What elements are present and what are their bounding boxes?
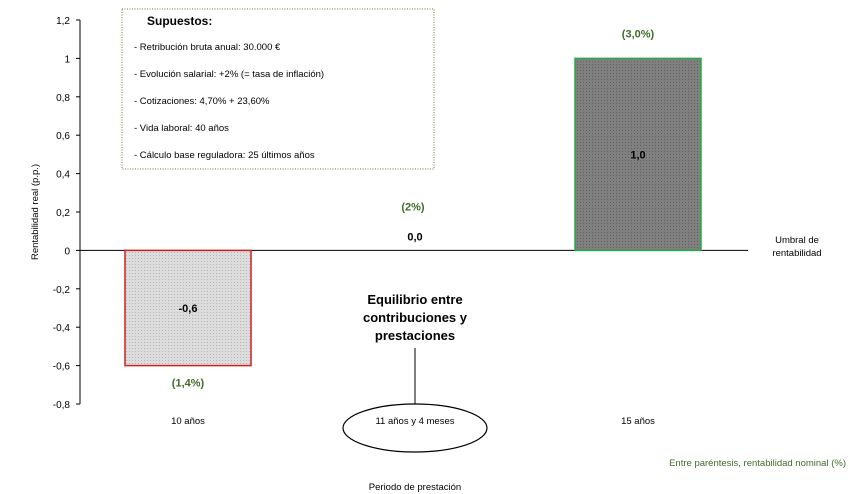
equilibrio-ellipse bbox=[342, 403, 488, 453]
nominal-label: (3,0%) bbox=[622, 28, 655, 40]
y-tick-label: -0,4 bbox=[53, 323, 71, 334]
y-tick-label: 0,8 bbox=[56, 93, 70, 104]
nominal-label: (1,4%) bbox=[172, 378, 205, 390]
y-tick-label: 0 bbox=[64, 246, 70, 257]
supuestos-item: - Retribución bruta anual: 30.000 € bbox=[134, 42, 281, 53]
bar-value-label: -0,6 bbox=[179, 303, 198, 315]
y-tick-label: -0,6 bbox=[53, 362, 71, 373]
y-axis-label: Rentabilidad real (p.p.) bbox=[30, 164, 41, 260]
equilibrio-label-line3: prestaciones bbox=[375, 328, 455, 343]
y-tick-label: 1,2 bbox=[56, 16, 70, 27]
x-labels: 10 años 11 años y 4 meses 15 años bbox=[171, 416, 655, 427]
x-axis-label: Periodo de prestación bbox=[369, 482, 461, 493]
equilibrio-label-line2: contribuciones y bbox=[363, 310, 468, 325]
bar bbox=[574, 57, 702, 252]
umbral-label-line2: rentabilidad bbox=[772, 248, 821, 259]
y-tick-label: 0,4 bbox=[56, 170, 70, 181]
bars: -0,6 (1,4%) 0,0 (2%) 1,0 (3,0%) bbox=[124, 28, 702, 390]
supuestos-item: - Cálculo base reguladora: 25 últimos añ… bbox=[134, 150, 315, 161]
y-tick-label: 1 bbox=[64, 54, 70, 65]
bar-value-label: 0,0 bbox=[407, 231, 422, 243]
y-tick-label: -0,2 bbox=[53, 285, 71, 296]
supuestos-item: - Evolución salarial: +2% (= tasa de inf… bbox=[134, 69, 324, 80]
x-tick-label: 10 años bbox=[171, 416, 205, 427]
supuestos-item: - Vida laboral: 40 años bbox=[134, 123, 229, 134]
equilibrio-label-line1: Equilibrio entre bbox=[367, 292, 462, 307]
y-ticks: 1,2 1 0,8 0,6 0,4 0,2 0 -0,2 -0,4 -0,6 -0,8 bbox=[53, 16, 80, 411]
umbral-label-line1: Umbral de bbox=[775, 235, 819, 246]
nominal-label: (2%) bbox=[401, 201, 425, 213]
supuestos-title: Supuestos: bbox=[147, 14, 212, 28]
x-tick-label: 11 años y 4 meses bbox=[375, 416, 454, 427]
bar-value-label: 1,0 bbox=[630, 149, 645, 161]
nominal-note: Entre paréntesis, rentabilidad nominal (… bbox=[669, 458, 846, 469]
y-tick-label: 0,6 bbox=[56, 131, 70, 142]
x-tick-label: 15 años bbox=[621, 416, 655, 427]
bar bbox=[124, 249, 252, 367]
supuestos-box: Supuestos: - Retribución bruta anual: 30… bbox=[121, 8, 435, 170]
y-tick-label: 0,2 bbox=[56, 208, 70, 219]
supuestos-item: - Cotizaciones: 4,70% + 23,60% bbox=[134, 96, 270, 107]
y-tick-label: -0,8 bbox=[53, 400, 71, 411]
